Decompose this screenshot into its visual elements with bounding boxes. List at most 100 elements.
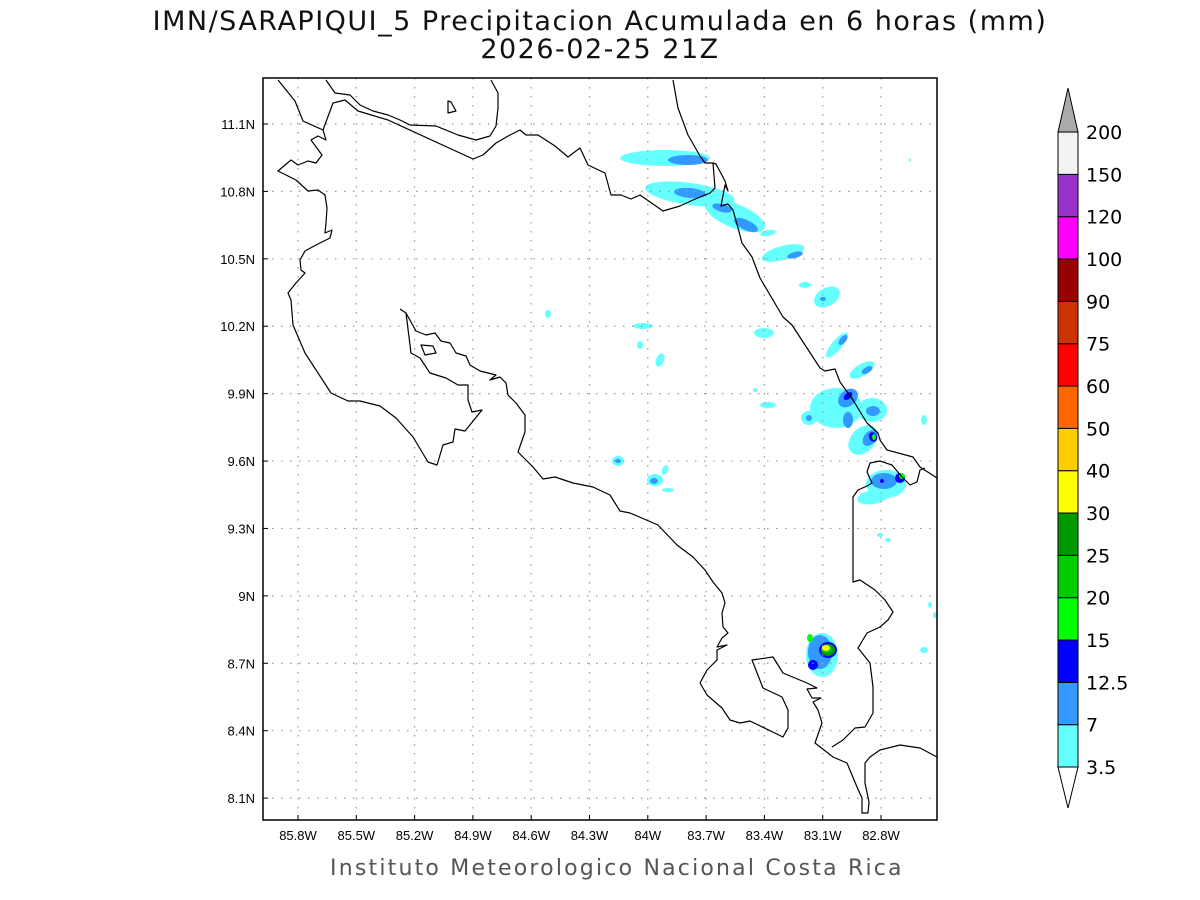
colorbar-segment (1057, 512, 1079, 556)
precip-area (849, 361, 875, 379)
precip-area (920, 647, 928, 653)
lon-label: 83.4W (746, 828, 784, 843)
lon-label: 84.9W (454, 828, 492, 843)
precip-area (807, 634, 813, 642)
lat-label: 9N (238, 589, 255, 604)
grid-lines (263, 78, 937, 820)
precip-area (843, 392, 853, 400)
colorbar-segment (1057, 597, 1079, 641)
colorbar-label: 150 (1086, 164, 1122, 186)
precip-area (885, 538, 891, 542)
colorbar-segment (1057, 681, 1079, 726)
colorbar: 3.5 7 12.5 15 20 25 30 40 50 60 75 90 100 120 150 200 (1057, 87, 1128, 809)
precip-area (760, 402, 776, 408)
gulf-island (420, 344, 437, 356)
precip-area (838, 335, 848, 345)
precip-area (843, 412, 853, 428)
precip-area (877, 533, 883, 537)
precip-area (806, 415, 812, 421)
colorbar-label: 75 (1086, 334, 1110, 356)
precip-area (826, 332, 848, 358)
precip-area (921, 415, 927, 425)
colorbar-label: 200 (1086, 122, 1122, 144)
lon-label: 84.6W (512, 828, 550, 843)
caribbean-coast (672, 79, 938, 479)
colorbar-label: 7 (1086, 715, 1098, 737)
precip-area (799, 282, 811, 288)
precip-area (814, 286, 840, 308)
lat-label: 8.4N (228, 724, 255, 739)
panama-border (831, 460, 926, 748)
precip-area (753, 388, 757, 392)
precip-area (545, 310, 551, 318)
precipitation-layer (545, 150, 937, 677)
colorbar-segment (1057, 554, 1079, 599)
lake-island (447, 100, 457, 114)
pacific-north-coast (277, 79, 483, 466)
colorbar-label: 15 (1086, 630, 1110, 652)
precip-area (928, 602, 932, 608)
colorbar-label: 100 (1086, 249, 1122, 271)
colorbar-segment (1057, 216, 1079, 260)
nicaragua-border (322, 99, 716, 212)
precip-area (655, 353, 665, 367)
precip-area (909, 158, 911, 162)
map-subtitle: 2026-02-25 21Z (480, 34, 720, 65)
precip-area (822, 645, 830, 651)
lat-label: 9.3N (228, 521, 255, 536)
colorbar-label: 50 (1086, 418, 1110, 440)
lat-label: 10.5N (220, 252, 255, 267)
precip-area (880, 479, 884, 483)
precip-area (872, 434, 876, 440)
colorbar-segment (1057, 470, 1079, 514)
lat-label: 11.1N (221, 117, 255, 132)
colorbar-label: 30 (1086, 503, 1110, 525)
precip-area (674, 187, 706, 199)
colorbar-over-triangle (1057, 87, 1079, 133)
precip-area (661, 465, 669, 475)
colorbar-label: 20 (1086, 588, 1110, 610)
precip-area (668, 155, 708, 165)
precip-area (754, 328, 774, 338)
lon-label: 84.3W (571, 828, 609, 843)
footer-credit: Instituto Meteorologico Nacional Costa R… (330, 856, 904, 881)
colorbar-label: 60 (1086, 376, 1110, 398)
lat-label: 9.9N (228, 387, 255, 402)
colorbar-segment (1057, 385, 1079, 429)
colorbar-segment (1057, 639, 1079, 683)
colorbar-label: 3.5 (1086, 757, 1116, 779)
precip-area (662, 488, 674, 492)
axis-labels: 11.1N 10.8N 10.5N 10.2N 9.9N 9.6N 9.3N 9N 8.7N 8.… (220, 117, 900, 843)
colorbar-segment (1057, 173, 1079, 218)
colorbar-segment (1057, 343, 1079, 387)
colorbar-segment (1057, 131, 1079, 175)
map-frame (262, 77, 938, 821)
lat-label: 8.1N (228, 791, 255, 806)
precip-area (933, 612, 937, 618)
lat-label: 10.2N (220, 319, 255, 334)
lat-label: 8.7N (228, 656, 255, 671)
precip-area (820, 297, 826, 301)
precip-area (734, 217, 758, 233)
coastlines (277, 79, 938, 814)
pacific-south-coast (405, 312, 938, 814)
lon-label: 83.7W (687, 828, 725, 843)
lon-label: 85.2W (396, 828, 434, 843)
lon-label: 83.1W (804, 828, 842, 843)
colorbar-segment (1057, 724, 1079, 768)
precip-area (615, 459, 621, 463)
lat-label: 10.8N (220, 184, 255, 199)
colorbar-label: 40 (1086, 461, 1110, 483)
precip-area (861, 366, 873, 374)
colorbar-label: 90 (1086, 291, 1110, 313)
lon-label: 84W (634, 828, 661, 843)
colorbar-label: 25 (1086, 545, 1110, 567)
lat-label: 9.6N (228, 454, 255, 469)
colorbar-label: 120 (1086, 207, 1122, 229)
precip-area (637, 341, 643, 349)
precip-area (712, 203, 732, 213)
lon-label: 85.8W (279, 828, 317, 843)
colorbar-under-triangle (1057, 766, 1079, 809)
lon-label: 82.8W (862, 828, 900, 843)
